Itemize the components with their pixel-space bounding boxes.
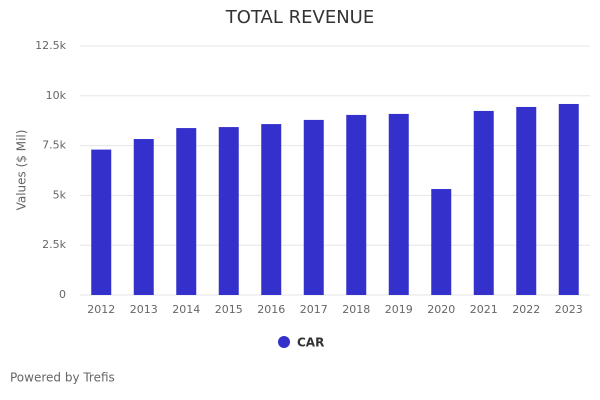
bar — [261, 124, 282, 296]
bar — [346, 114, 367, 295]
y-tick-label: 10k — [46, 89, 67, 102]
y-tick-label: 2.5k — [42, 238, 66, 251]
bar — [558, 103, 579, 296]
x-tick-label: 2021 — [470, 303, 498, 316]
y-tick-label: 12.5k — [35, 39, 66, 52]
legend-marker — [278, 336, 290, 348]
y-axis-label: Values ($ Mil) — [15, 130, 29, 211]
x-tick-label: 2016 — [257, 303, 285, 316]
bar — [303, 119, 324, 295]
bar — [388, 113, 409, 295]
legend-label: CAR — [297, 336, 324, 350]
x-tick-label: 2019 — [385, 303, 413, 316]
bar — [516, 106, 537, 295]
bar — [218, 127, 239, 295]
bar — [176, 128, 197, 295]
x-tick-label: 2022 — [512, 303, 540, 316]
y-tick-label: 0 — [59, 288, 66, 301]
bar — [91, 149, 112, 295]
x-tick-label: 2020 — [427, 303, 455, 316]
chart-title: TOTAL REVENUE — [225, 7, 374, 28]
x-tick-label: 2023 — [555, 303, 583, 316]
x-tick-label: 2014 — [172, 303, 200, 316]
bar — [133, 139, 154, 295]
x-tick-label: 2012 — [87, 303, 115, 316]
x-tick-label: 2015 — [215, 303, 243, 316]
bar — [473, 110, 494, 295]
x-tick-label: 2013 — [130, 303, 158, 316]
y-tick-label: 5k — [53, 188, 67, 201]
footer: Powered by Trefis — [10, 371, 115, 385]
x-tick-label: 2017 — [300, 303, 328, 316]
bar — [431, 189, 452, 295]
x-tick-label: 2018 — [342, 303, 370, 316]
y-tick-label: 7.5k — [42, 139, 66, 152]
